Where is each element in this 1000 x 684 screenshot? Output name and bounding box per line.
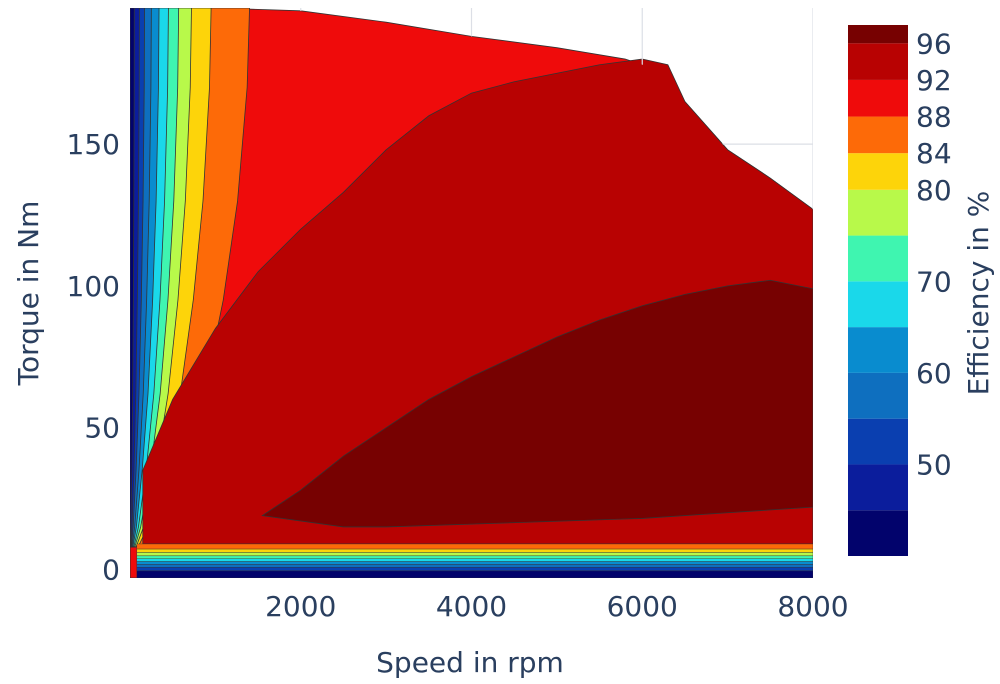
contour-stripe-57 bbox=[136, 564, 813, 568]
contour-region-96 bbox=[261, 279, 813, 528]
y-tick-label: 50 bbox=[84, 412, 120, 445]
x-tick-label: 2000 bbox=[265, 590, 336, 623]
contour-stripe-50 bbox=[136, 567, 813, 572]
colorbar-swatch bbox=[848, 79, 908, 117]
colorbar-swatch bbox=[848, 464, 908, 511]
x-axis-title: Speed in rpm bbox=[376, 646, 564, 679]
contour-stripe-72 bbox=[136, 555, 813, 559]
y-tick-label: 150 bbox=[67, 128, 120, 161]
contour-stripe-82 bbox=[136, 548, 813, 553]
y-tick-label: 100 bbox=[67, 270, 120, 303]
x-tick-label: 6000 bbox=[607, 590, 678, 623]
colorbar-tick-label: 84 bbox=[916, 137, 952, 170]
colorbar-swatch bbox=[848, 281, 908, 328]
colorbar-tick-label: 92 bbox=[916, 64, 952, 97]
y-tick-label: 0 bbox=[102, 553, 120, 586]
contour-stripe-86 bbox=[136, 543, 813, 550]
contour-stripe-67 bbox=[136, 558, 813, 562]
colorbar-swatch bbox=[848, 235, 908, 282]
x-tick-label: 4000 bbox=[436, 590, 507, 623]
contour-band-42 bbox=[130, 8, 135, 578]
contour-stripe-77 bbox=[136, 552, 813, 557]
contour-stripe-42 bbox=[136, 570, 813, 578]
colorbar-swatch bbox=[848, 43, 908, 80]
colorbar-swatch bbox=[848, 418, 908, 465]
colorbar-tick-label: 50 bbox=[916, 448, 952, 481]
plot-area bbox=[130, 8, 813, 578]
colorbar-swatch bbox=[848, 153, 908, 190]
colorbar-swatch bbox=[848, 510, 908, 556]
colorbar-swatch bbox=[848, 327, 908, 373]
colorbar-tick-label: 70 bbox=[916, 265, 952, 298]
colorbar-tick-label: 60 bbox=[916, 357, 952, 390]
contour-stripe-62 bbox=[136, 561, 813, 565]
colorbar-title: Efficiency in % bbox=[962, 191, 995, 396]
colorbar-swatch bbox=[848, 116, 908, 154]
colorbar-tick-label: 96 bbox=[916, 27, 952, 60]
colorbar-tick-label: 88 bbox=[916, 101, 952, 134]
colorbar-tick-label: 80 bbox=[916, 174, 952, 207]
colorbar-swatch bbox=[848, 25, 908, 44]
contour-regions bbox=[130, 8, 813, 578]
x-tick-label: 8000 bbox=[777, 590, 848, 623]
colorbar-swatch bbox=[848, 189, 908, 236]
colorbar-swatch bbox=[848, 372, 908, 419]
y-axis-title: Torque in Nm bbox=[12, 201, 45, 387]
axis-ticks: 2000 4000 6000 8000 0 50 100 150 bbox=[67, 128, 849, 623]
